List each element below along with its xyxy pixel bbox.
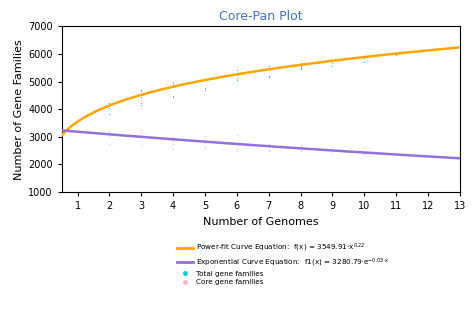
Point — [137, 100, 145, 106]
Point — [106, 101, 113, 106]
Point — [360, 60, 368, 65]
Point — [392, 53, 400, 58]
Point — [169, 83, 177, 88]
Point — [169, 145, 177, 151]
Point — [169, 134, 177, 139]
Point — [137, 89, 145, 94]
Title: Core-Pan Plot: Core-Pan Plot — [219, 10, 302, 23]
Point — [392, 50, 400, 55]
Point — [328, 63, 336, 68]
Point — [328, 147, 336, 153]
Point — [169, 93, 177, 99]
Point — [297, 64, 304, 69]
Point — [328, 145, 336, 150]
Point — [265, 67, 273, 72]
Point — [201, 77, 209, 82]
Point — [233, 133, 241, 138]
Point — [328, 151, 336, 156]
Point — [297, 66, 304, 71]
Point — [233, 75, 241, 80]
Point — [233, 71, 241, 76]
Point — [297, 142, 304, 148]
Point — [137, 87, 145, 93]
Point — [106, 128, 113, 133]
Point — [169, 141, 177, 146]
Point — [137, 142, 145, 148]
Point — [106, 112, 113, 117]
Point — [360, 150, 368, 156]
Point — [297, 147, 304, 152]
Point — [360, 54, 368, 59]
Point — [201, 145, 209, 151]
Point — [169, 82, 177, 87]
Point — [233, 142, 241, 147]
Point — [201, 76, 209, 81]
Point — [137, 102, 145, 108]
Point — [201, 85, 209, 90]
Point — [169, 138, 177, 144]
Point — [328, 57, 336, 62]
Point — [265, 142, 273, 147]
Point — [233, 149, 241, 154]
Point — [201, 87, 209, 93]
Point — [137, 127, 145, 133]
Point — [137, 94, 145, 99]
Point — [297, 149, 304, 154]
Point — [106, 141, 113, 146]
Point — [74, 129, 82, 135]
Point — [169, 79, 177, 84]
Point — [74, 118, 82, 124]
Point — [233, 77, 241, 83]
Point — [265, 149, 273, 154]
Point — [360, 151, 368, 157]
Point — [106, 134, 113, 139]
Point — [233, 77, 241, 83]
Point — [392, 151, 400, 157]
Point — [297, 60, 304, 66]
Point — [201, 143, 209, 148]
Point — [360, 146, 368, 151]
Point — [169, 95, 177, 100]
Point — [265, 74, 273, 79]
X-axis label: Number of Genomes: Number of Genomes — [203, 216, 319, 226]
Point — [328, 60, 336, 66]
Point — [360, 55, 368, 60]
Point — [265, 73, 273, 79]
Point — [201, 140, 209, 146]
Point — [265, 147, 273, 153]
Point — [392, 150, 400, 156]
Point — [233, 146, 241, 152]
Point — [265, 144, 273, 149]
Point — [106, 105, 113, 111]
Point — [137, 138, 145, 144]
Legend: Power-fit Curve Equation:  f(x) = 3549.91·x$^{0.22}$, Exponential Curve Equation: Power-fit Curve Equation: f(x) = 3549.91… — [177, 242, 390, 285]
Point — [233, 68, 241, 73]
Y-axis label: Number of Gene Families: Number of Gene Families — [14, 39, 24, 180]
Point — [297, 67, 304, 72]
Point — [137, 131, 145, 136]
Point — [201, 134, 209, 139]
Point — [265, 64, 273, 69]
